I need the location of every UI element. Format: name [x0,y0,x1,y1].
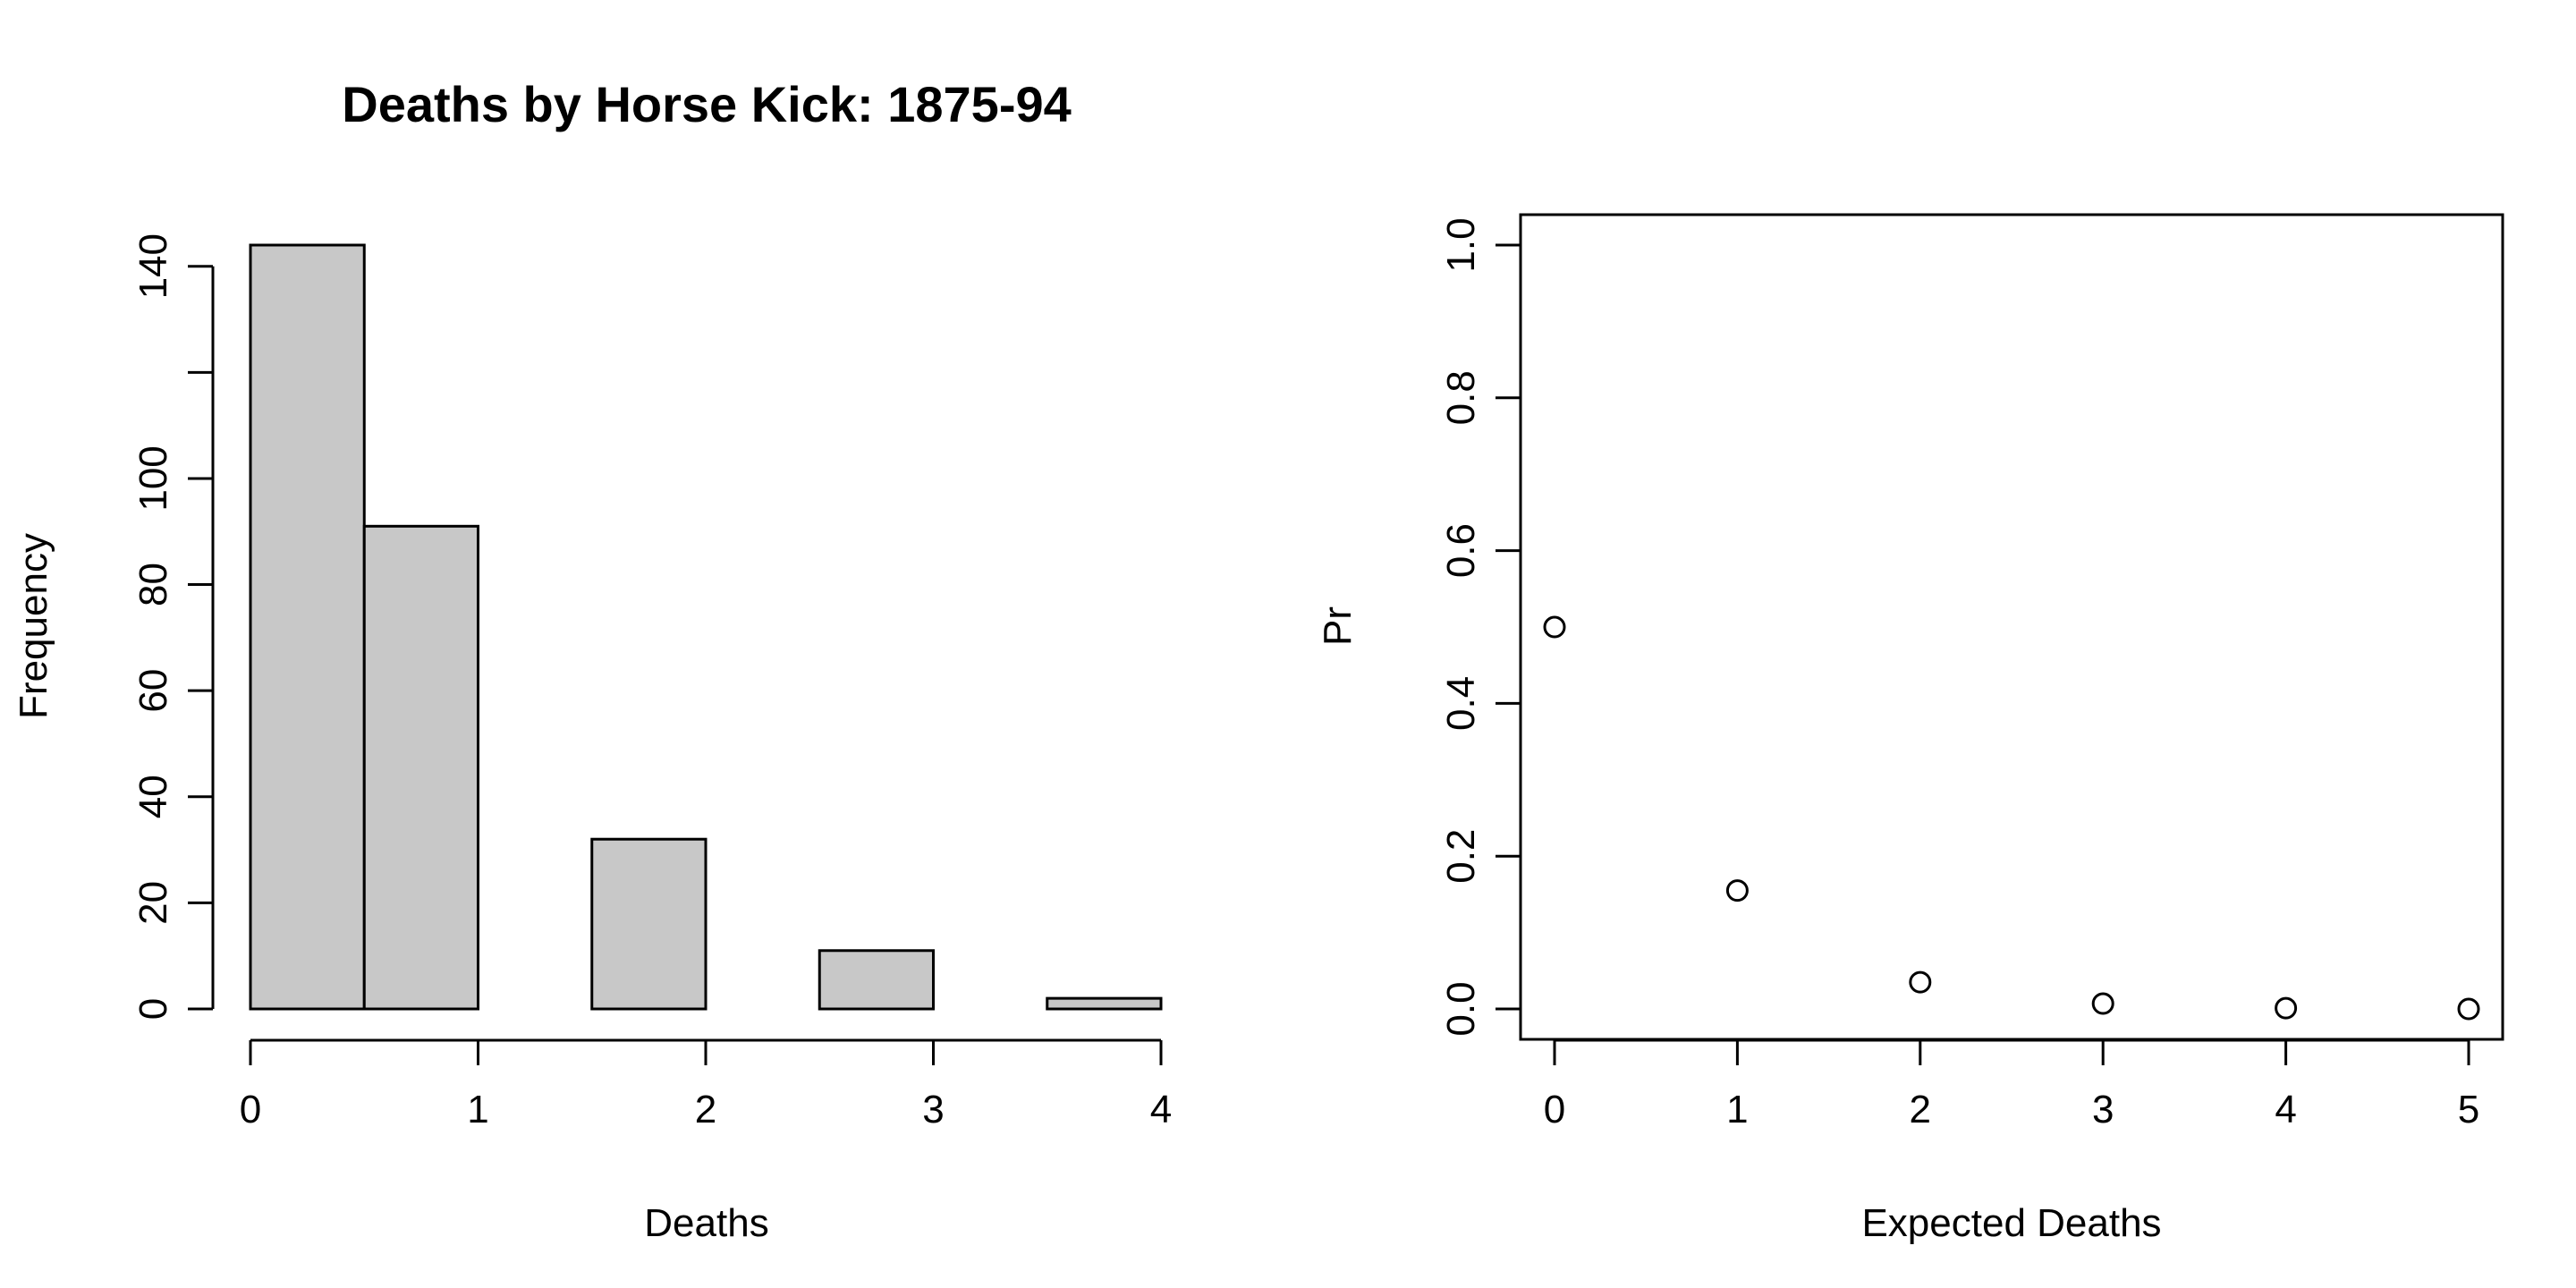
histogram-y-axis-title: Frequency [12,533,55,719]
histogram-x-tick-label: 3 [922,1088,944,1131]
scatter-x-tick-label: 3 [2092,1088,2114,1131]
scatter-points [1543,615,2480,1021]
histogram-y-tick-label: 20 [131,881,175,925]
scatter-x-tick-label: 5 [2458,1088,2479,1131]
histogram-panel: Deaths by Horse Kick: 1875-94 0 1 2 3 4 0 20 4… [12,76,1172,1245]
histogram-y-axis: 0 20 40 60 80 100 140 [131,233,215,1020]
scatter-y-axis-title: Pr [1316,606,1360,646]
scatter-panel: 0 1 2 3 4 5 0.0 0.2 0.4 0.6 0.8 1.0 Expected Death… [1316,213,2504,1245]
scatter-y-tick-label: 0.8 [1439,370,1483,425]
histogram-bar [590,837,708,1011]
histogram-x-tick-label: 4 [1150,1088,1172,1131]
scatter-x-axis-title: Expected Deaths [1861,1201,2161,1245]
histogram-bar [818,949,935,1011]
scatter-x-axis: 0 1 2 3 4 5 [1544,1038,2479,1131]
scatter-x-tick-label: 1 [1726,1088,1748,1131]
scatter-point [1543,615,1566,639]
scatter-y-tick-label: 0.0 [1439,981,1483,1036]
histogram-x-tick-label: 0 [240,1088,261,1131]
histogram-y-tick-label: 0 [131,998,175,1020]
scatter-point [2091,992,2114,1015]
histogram-y-tick-label: 100 [131,445,175,511]
scatter-y-axis: 0.0 0.2 0.4 0.6 0.8 1.0 [1439,217,1522,1037]
scatter-y-tick-label: 0.6 [1439,523,1483,578]
scatter-point [2457,997,2480,1021]
scatter-x-tick-label: 2 [1910,1088,1931,1131]
scatter-plot-frame [1519,213,2504,1041]
histogram-y-tick-label: 140 [131,233,175,299]
histogram-x-tick-label: 1 [467,1088,488,1131]
scatter-y-tick-label: 1.0 [1439,217,1483,272]
histogram-x-axis-title: Deaths [644,1201,768,1245]
histogram-y-tick-label: 40 [131,775,175,818]
histogram-bar [362,524,479,1011]
scatter-x-tick-label: 0 [1544,1088,1565,1131]
scatter-y-tick-label: 0.2 [1439,829,1483,884]
scatter-x-tick-label: 4 [2275,1088,2296,1131]
scatter-point [2275,996,2298,1020]
histogram-title: Deaths by Horse Kick: 1875-94 [342,76,1072,132]
scatter-point [1909,970,1932,994]
scatter-y-tick-label: 0.4 [1439,676,1483,731]
histogram-bars [249,243,1163,1011]
histogram-bar [249,243,366,1011]
histogram-bar [1046,996,1163,1011]
scatter-point [1725,879,1749,902]
histogram-x-axis: 0 1 2 3 4 [240,1038,1172,1131]
histogram-y-tick-label: 80 [131,563,175,606]
histogram-y-tick-label: 60 [131,669,175,713]
histogram-x-tick-label: 2 [695,1088,716,1131]
